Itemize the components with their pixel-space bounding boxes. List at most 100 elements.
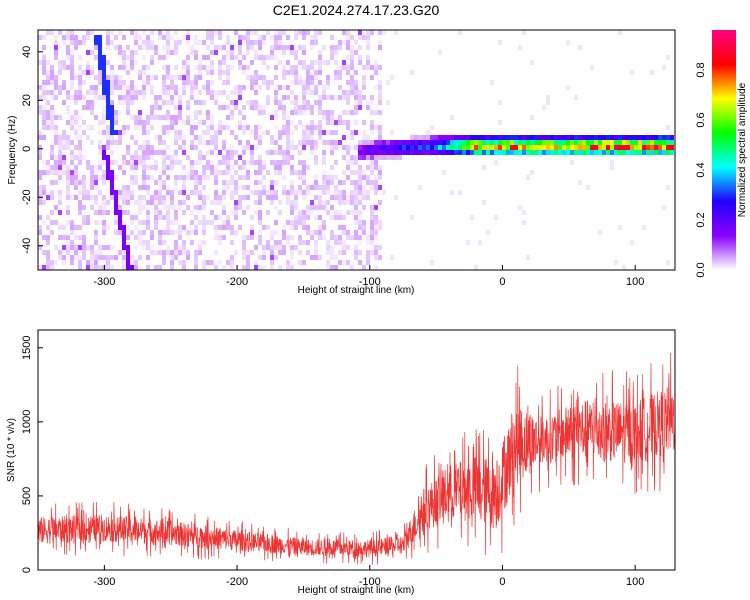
spectrogram-cell	[434, 140, 438, 145]
spectrogram-cell	[134, 140, 138, 145]
spectrogram-cell	[198, 40, 202, 45]
spectrogram-cell	[278, 210, 282, 215]
spectrogram-cell	[174, 215, 178, 220]
spectrogram-cell	[310, 40, 314, 45]
spectrogram-cell	[70, 175, 74, 180]
spectrogram-cell	[634, 140, 638, 145]
spectrogram-cell	[286, 45, 290, 50]
spectrogram-cell	[362, 145, 366, 150]
spectrogram-cell	[50, 180, 54, 185]
spectrogram-cell	[74, 100, 78, 105]
spectrogram-cell	[338, 190, 342, 195]
spectrogram-cell	[306, 130, 310, 135]
spectrogram-cell	[402, 140, 406, 145]
spectrogram-cell	[158, 230, 162, 235]
spectrogram-cell	[286, 200, 290, 205]
spectrogram-cell	[374, 205, 378, 210]
spectrogram-cell	[266, 80, 270, 85]
spectrogram-cell	[158, 215, 162, 220]
spectrogram-cell	[330, 230, 334, 235]
spectrogram-cell	[202, 185, 206, 190]
spectrogram-cell	[370, 180, 374, 185]
spectrogram-cell	[350, 235, 354, 240]
spectrogram-cell	[126, 90, 130, 95]
spectrogram-cell	[446, 140, 450, 145]
spectrogram-cell	[374, 150, 378, 155]
spectrogram-cell	[522, 30, 526, 35]
spectrogram-cell	[230, 175, 234, 180]
spectrogram-cell	[58, 70, 62, 75]
spectrogram-cell	[302, 130, 306, 135]
spectrogram-cell	[198, 180, 202, 185]
spectrogram-cell	[82, 250, 86, 255]
spectrogram-cell	[154, 190, 158, 195]
spectrogram-cell	[330, 215, 334, 220]
spectrogram-cell	[210, 120, 214, 125]
spectrogram-cell	[570, 145, 574, 150]
spectrogram-cell	[342, 260, 346, 265]
spectrogram-cell	[254, 40, 258, 45]
spectrogram-cell	[294, 170, 298, 175]
spectrogram-cell	[174, 230, 178, 235]
spectrogram-cell	[310, 205, 314, 210]
spectrogram-cell	[126, 200, 130, 205]
spectrogram-cell	[178, 175, 182, 180]
spectrogram-cell	[370, 170, 374, 175]
spectrogram-cell	[190, 140, 194, 145]
spectrogram-cell	[218, 195, 222, 200]
spectrogram-cell	[526, 255, 530, 260]
spectrogram-cell	[518, 140, 522, 145]
spectrogram-cell	[326, 185, 330, 190]
spectrogram-cell	[218, 105, 222, 110]
spectrogram-cell	[98, 210, 102, 215]
spectrogram-cell	[286, 220, 290, 225]
spectrogram-cell	[242, 265, 246, 270]
spectrogram-cell	[206, 115, 210, 120]
spectrogram-cell	[174, 255, 178, 260]
spectrogram-cell	[94, 260, 98, 265]
spectrogram-cell	[310, 105, 314, 110]
spectrogram-cell	[462, 140, 466, 145]
spectrogram-cell	[42, 115, 46, 120]
spectrogram-cell	[362, 190, 366, 195]
spectrogram-cell	[214, 225, 218, 230]
spectrogram-cell	[74, 110, 78, 115]
spectrogram-cell	[202, 130, 206, 135]
spectrogram-cell	[74, 90, 78, 95]
spectrogram-cell	[354, 155, 358, 160]
spectrogram-cell	[146, 115, 150, 120]
spectrogram-cell	[222, 80, 226, 85]
spectrogram-cell	[358, 35, 362, 40]
spectrogram-cell	[206, 165, 210, 170]
spectrogram-cell	[310, 75, 314, 80]
spectrogram-cell	[174, 30, 178, 35]
spectrogram-cell	[54, 80, 58, 85]
spectrogram-cell	[298, 75, 302, 80]
spectrogram-cell	[354, 90, 358, 95]
spectrogram-cell	[46, 100, 50, 105]
spectrogram-cell	[166, 85, 170, 90]
spectrogram-cell	[354, 95, 358, 100]
spectrogram-cell	[130, 95, 134, 100]
spectrogram-cell	[618, 30, 622, 35]
spectrogram-cell	[194, 160, 198, 165]
spectrogram-cell	[486, 135, 490, 140]
spectrogram-cell	[354, 245, 358, 250]
spectrogram-cell	[346, 80, 350, 85]
spectrogram-cell	[278, 165, 282, 170]
spectrogram-cell	[294, 50, 298, 55]
spectrogram-cell	[250, 100, 254, 105]
spectrogram-cell	[290, 200, 294, 205]
spectrogram-cell	[334, 75, 338, 80]
spectrogram-cell	[74, 40, 78, 45]
spectrogram-cell	[374, 160, 378, 165]
spectrogram-cell	[158, 180, 162, 185]
spectrogram-cell	[266, 150, 270, 155]
spectrogram-cell	[250, 75, 254, 80]
spectrogram-cell	[234, 105, 238, 110]
spectrogram-cell	[214, 30, 218, 35]
spectrogram-cell	[146, 165, 150, 170]
spectrogram-cell	[134, 225, 138, 230]
spectrogram-cell	[650, 150, 654, 155]
spectrogram-cell	[178, 260, 182, 265]
